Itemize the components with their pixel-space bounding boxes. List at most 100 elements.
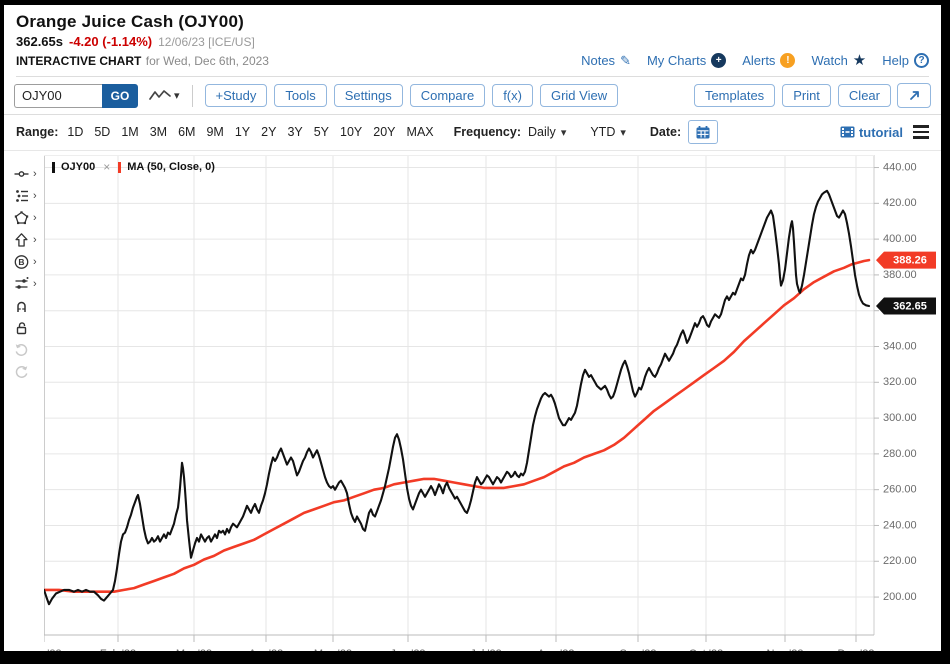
chart-toolbar: GO ▾ +Study Tools Settings Compare f(x) Grid … — [4, 77, 941, 115]
go-button[interactable]: GO — [102, 83, 138, 108]
link-notes[interactable]: Notes ✎ — [581, 53, 631, 69]
range-label: Range: — [16, 125, 59, 139]
link-help[interactable]: Help? — [882, 53, 929, 68]
svg-text:200.00: 200.00 — [883, 591, 917, 603]
range-option-1m[interactable]: 1M — [121, 125, 139, 139]
link-watch[interactable]: Watch ★ — [811, 53, 866, 68]
svg-text:220.00: 220.00 — [883, 555, 917, 567]
frequency-select[interactable]: Daily ▾ — [528, 125, 566, 139]
svg-text:Sep '23: Sep '23 — [620, 648, 657, 660]
remove-study-icon[interactable]: × — [103, 160, 111, 174]
line-tool-button[interactable]: › — [4, 163, 44, 185]
header-links: Notes ✎ My Charts + Alerts! Watch ★ Help? — [581, 53, 929, 69]
range-option-3m[interactable]: 3M — [149, 125, 168, 139]
svg-text:240.00: 240.00 — [883, 519, 917, 531]
range-option-5d[interactable]: 5D — [94, 125, 111, 139]
svg-text:Mar '23: Mar '23 — [176, 648, 212, 660]
tools-button[interactable]: Tools — [274, 84, 327, 107]
line-chart-type-icon — [149, 90, 171, 100]
tutorial-link[interactable]: tutorial — [840, 125, 903, 140]
svg-text:Aug '23: Aug '23 — [538, 648, 575, 660]
range-option-9m[interactable]: 9M — [206, 125, 224, 139]
link-label: Notes — [581, 53, 616, 68]
templates-button[interactable]: Templates — [693, 84, 776, 107]
redo-tool-button — [4, 361, 44, 383]
range-option-5y[interactable]: 5Y — [313, 125, 330, 139]
period-select[interactable]: YTD ▾ — [590, 125, 626, 139]
range-option-1d[interactable]: 1D — [67, 125, 84, 139]
chevron-right-icon: › — [33, 233, 37, 246]
svg-text:388.26: 388.26 — [893, 255, 927, 267]
chevron-right-icon: › — [33, 189, 37, 202]
settings-button[interactable]: Settings — [333, 84, 403, 107]
range-option-max[interactable]: MAX — [406, 125, 434, 139]
symbol-input[interactable] — [14, 83, 102, 108]
chart-legend: OJY00 × MA (50, Close, 0) — [52, 160, 215, 174]
svg-text:440.00: 440.00 — [883, 161, 917, 173]
indicators-tool-button[interactable]: › — [4, 185, 44, 207]
unlock-tool-button[interactable] — [4, 317, 44, 339]
study-button[interactable]: +Study — [204, 84, 268, 107]
clear-button[interactable]: Clear — [837, 84, 891, 107]
toolbar-right-buttons: Templates Print Clear — [693, 84, 891, 107]
range-options: 1D 5D 1M 3M 6M 9M 1Y 2Y 3Y 5Y 10Y 20Y MAX — [67, 125, 433, 139]
tutorial-label: tutorial — [858, 124, 903, 140]
link-label: Alerts — [742, 53, 776, 68]
toolbar-left-buttons: +Study Tools Settings Compare f(x) Grid View — [204, 84, 619, 107]
popout-button[interactable] — [897, 83, 931, 108]
indicators-tool-icon — [13, 188, 30, 204]
range-option-3y[interactable]: 3Y — [287, 125, 303, 139]
svg-text:B: B — [18, 257, 24, 267]
print-button[interactable]: Print — [782, 84, 831, 107]
arrow-tool-button[interactable]: › — [4, 229, 44, 251]
frequency-value: Daily — [528, 125, 556, 139]
chevron-right-icon: › — [33, 255, 37, 268]
magnet-tool-button[interactable] — [4, 295, 44, 317]
last-price: 362.65s — [16, 34, 63, 49]
notes-icon: ✎ — [620, 52, 631, 68]
svg-text:320.00: 320.00 — [883, 376, 917, 388]
svg-text:280.00: 280.00 — [883, 448, 917, 460]
chart-type-selector[interactable]: ▾ — [148, 88, 180, 103]
range-option-10y[interactable]: 10Y — [340, 125, 363, 139]
chevron-right-icon: › — [33, 277, 37, 290]
compare-button[interactable]: Compare — [409, 84, 486, 107]
svg-text:Dec '23: Dec '23 — [838, 648, 875, 660]
chart-area: › › › › B › › 200.00 220.00 240.00 260.00 280.00 30… — [4, 151, 941, 664]
chevron-down-icon: ▾ — [620, 126, 626, 139]
range-option-1y[interactable]: 1Y — [234, 125, 251, 139]
legend-swatch — [52, 161, 55, 173]
annotation-b-tool-button[interactable]: B › — [4, 251, 44, 273]
range-option-20y[interactable]: 20Y — [373, 125, 396, 139]
svg-text:Jul '23: Jul '23 — [470, 648, 501, 660]
link-label: My Charts — [646, 53, 707, 68]
expand-arrow-icon — [909, 91, 919, 100]
range-option-6m[interactable]: 6M — [178, 125, 196, 139]
redo-tool-icon — [13, 364, 30, 380]
range-option-2y[interactable]: 2Y — [261, 125, 277, 139]
legend-label: OJY00 — [61, 161, 96, 173]
sliders-tool-button[interactable]: › — [4, 273, 44, 295]
svg-text:Apr '23: Apr '23 — [249, 648, 284, 660]
date-picker-button[interactable] — [688, 120, 719, 144]
price-change: -4.20 (-1.14%) — [69, 34, 153, 49]
price-chart[interactable]: 200.00 220.00 240.00 260.00 280.00 300.00 320.… — [26, 155, 941, 664]
link-alerts[interactable]: Alerts! — [742, 53, 796, 68]
plot-area: 200.00 220.00 240.00 260.00 280.00 300.00 320.… — [26, 155, 941, 664]
magnet-tool-icon — [13, 298, 30, 314]
shapes-tool-button[interactable]: › — [4, 207, 44, 229]
grid-view-button[interactable]: Grid View — [539, 84, 619, 107]
annotation-b-tool-icon: B — [13, 254, 30, 270]
f-x-button[interactable]: f(x) — [492, 84, 533, 107]
header: Orange Juice Cash (OJY00) 362.65s -4.20 … — [4, 5, 941, 77]
svg-text:Jun '23: Jun '23 — [390, 648, 425, 660]
svg-text:Feb '23: Feb '23 — [100, 648, 136, 660]
svg-text:400.00: 400.00 — [883, 233, 917, 245]
chart-date-label: for Wed, Dec 6th, 2023 — [145, 54, 269, 68]
link-my-charts[interactable]: My Charts + — [646, 53, 727, 68]
svg-text:380.00: 380.00 — [883, 269, 917, 281]
drawing-tools-rail: › › › › B › › — [4, 155, 44, 651]
menu-icon[interactable] — [911, 123, 931, 141]
frequency-label: Frequency: — [453, 125, 522, 139]
